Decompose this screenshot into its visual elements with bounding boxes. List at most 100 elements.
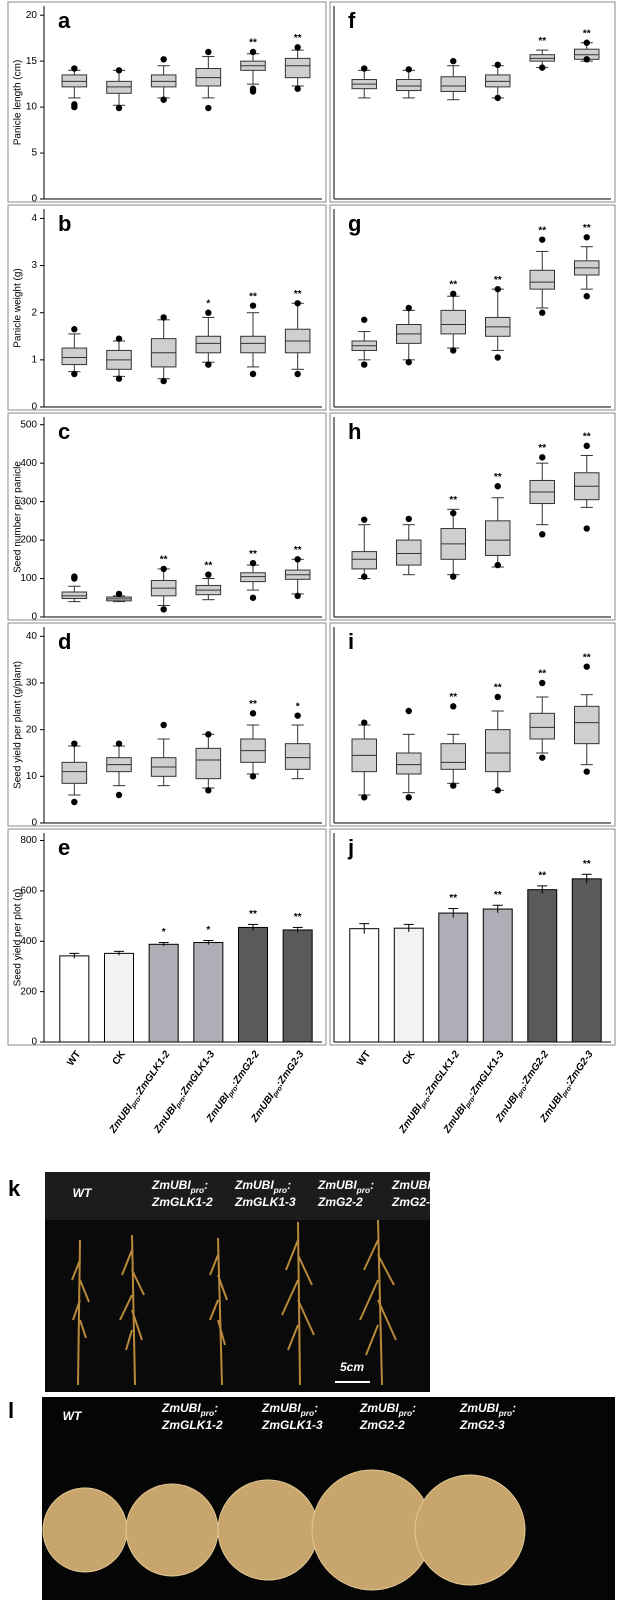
photo-caption: WT [63,1409,83,1423]
outlier [71,573,78,580]
outlier [361,794,368,801]
significance: ** [583,223,591,234]
bar [282,929,313,1043]
y-tick-label: 300 [20,496,37,507]
significance: ** [249,549,257,560]
y-tick-label: 0 [31,402,37,413]
significance: * [206,298,210,309]
significance: ** [538,36,546,47]
outlier [115,375,123,382]
y-tick-label: 20 [26,10,38,21]
significance: ** [538,669,546,680]
significance: ** [583,28,591,39]
outlier [205,731,212,738]
y-tick-label: 10 [26,102,38,113]
photo-k [45,1172,430,1392]
significance: ** [538,871,546,882]
outlier [539,679,546,687]
significance: ** [583,859,591,870]
significance: * [296,701,300,712]
outlier [249,773,257,780]
outlier [71,798,78,806]
y-tick-label: 20 [26,724,38,735]
x-tick-label: WT [355,1049,373,1068]
photo-caption: ZmGLK1-3 [261,1418,323,1432]
outlier [160,314,167,321]
photo-caption: ZmUBIpro: [459,1401,516,1418]
outlier [115,740,123,747]
outlier [205,361,212,368]
significance: ** [538,443,546,454]
significance: * [162,927,166,938]
significance: ** [583,431,591,442]
outlier [205,104,212,112]
bar [237,926,269,1043]
y-tick-label: 30 [26,678,38,689]
y-axis-title: Panicle weight (g) [13,268,24,347]
box [61,347,88,366]
outlier [361,65,368,72]
panel-letter: l [8,1398,14,1423]
significance: ** [294,912,302,923]
box [574,705,600,745]
outlier [539,309,546,316]
bar [59,955,90,1043]
outlier [405,794,412,801]
y-axis-title: Panicle length (cm) [13,60,24,146]
photo-caption: ZmGLK1-3 [234,1195,296,1209]
panel-frame [329,622,616,827]
photo-caption: WT [73,1186,93,1200]
bar [482,908,513,1043]
panel-frame [329,1,616,203]
significance: ** [494,275,502,286]
outlier [583,39,590,46]
y-tick-label: 500 [20,419,37,430]
box [529,712,555,740]
y-axis-title: Seed number per panicle [13,461,24,573]
outlier [583,525,590,532]
x-tick-label: CK [400,1048,418,1067]
outlier [583,663,590,670]
box [351,551,377,570]
outlier [115,791,123,799]
outlier [494,285,501,293]
y-axis-title: Seed yield per plot (g) [13,889,24,987]
y-tick-label: 2 [31,307,37,318]
box [396,539,422,566]
photo-caption: ZmUBIpro: [151,1178,208,1195]
outlier [115,104,123,112]
outlier [583,293,590,300]
bar [571,878,602,1043]
outlier [249,85,257,92]
box [240,335,266,354]
photo-caption: ZmUBIpro: [317,1178,374,1195]
box [440,309,466,335]
outlier [405,304,412,312]
outlier [494,693,501,701]
x-tick-label: CK [110,1048,128,1067]
outlier [294,85,301,92]
y-tick-label: 4 [31,213,37,224]
panel-letter: i [348,629,354,654]
bar [193,942,224,1043]
box [61,761,88,784]
bar [438,912,469,1043]
outlier [450,57,457,65]
outlier [539,531,546,538]
outlier [160,606,167,613]
outlier [249,302,257,309]
outlier [450,573,457,580]
significance: ** [249,909,257,920]
y-tick-label: 0 [31,194,37,205]
outlier [450,290,457,298]
outlier [450,347,457,354]
panel-letter: h [348,419,361,444]
outlier [583,768,590,775]
box [284,57,311,79]
y-tick-label: 200 [20,986,37,997]
panel-letter: j [347,835,354,860]
bar [103,952,135,1043]
significance: ** [160,555,168,566]
outlier [583,442,590,450]
significance: ** [294,545,302,556]
